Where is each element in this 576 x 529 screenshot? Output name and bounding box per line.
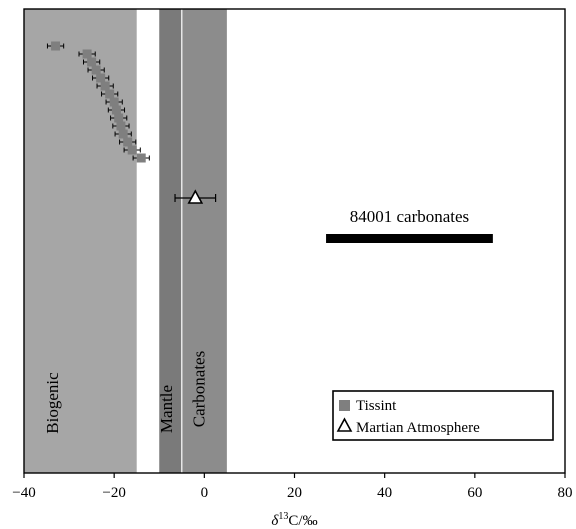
x-tick-label: 60 [467,485,482,501]
x-axis-label: δ13C/‰ [271,511,317,529]
tissint-point [136,153,146,163]
region-band-mantle [159,9,182,473]
x-axis-label-sup: 13 [278,511,288,522]
legend-atmosphere-label: Martian Atmosphere [356,420,480,436]
x-axis-label-unit: C/‰ [288,513,317,529]
tissint-point [127,145,137,155]
region-band-carbonates [181,9,227,473]
tissint-point [87,57,97,67]
tissint-point [109,97,119,107]
atmosphere-point [187,189,204,204]
x-tick-label: 20 [287,485,302,501]
tissint-point [111,105,121,115]
tissint-point [105,89,115,99]
data-marks: 84001 carbonates [46,41,493,243]
tissint-point [96,73,106,83]
legend-tissint-swatch [339,400,350,411]
tissint-point [91,65,101,75]
x-tick-label: −40 [12,485,35,501]
tissint-point [82,49,92,59]
x-axis-label-delta: δ [271,513,279,529]
x-tick-label: 80 [558,485,573,501]
tissint-point [116,121,126,131]
legend: Tissint Martian Atmosphere [332,390,554,441]
legend-box [332,390,554,441]
legend-tissint-label: Tissint [356,398,397,414]
x-tick-label: 40 [377,485,392,501]
region-label-mantle: Mantle [157,385,176,433]
x-axis: −40 −20 0 20 40 60 80 [12,473,573,501]
x-tick-label: −20 [102,485,125,501]
region-bands [24,9,227,473]
region-band-biogenic [24,9,137,473]
x-tick-label: 0 [201,485,209,501]
region-labels: Biogenic Mantle Carbonates [43,351,209,434]
tissint-point [51,41,61,51]
region-label-biogenic: Biogenic [43,372,62,434]
tissint-point [100,81,110,91]
tissint-point [118,129,128,139]
tissint-point [114,113,124,123]
tissint-point [123,137,133,147]
legend-atmosphere-triangle [336,417,353,432]
carbonates-84001-label: 84001 carbonates [350,207,469,226]
region-label-carbonates: Carbonates [189,351,208,427]
carbonates-84001-bar [326,234,493,243]
